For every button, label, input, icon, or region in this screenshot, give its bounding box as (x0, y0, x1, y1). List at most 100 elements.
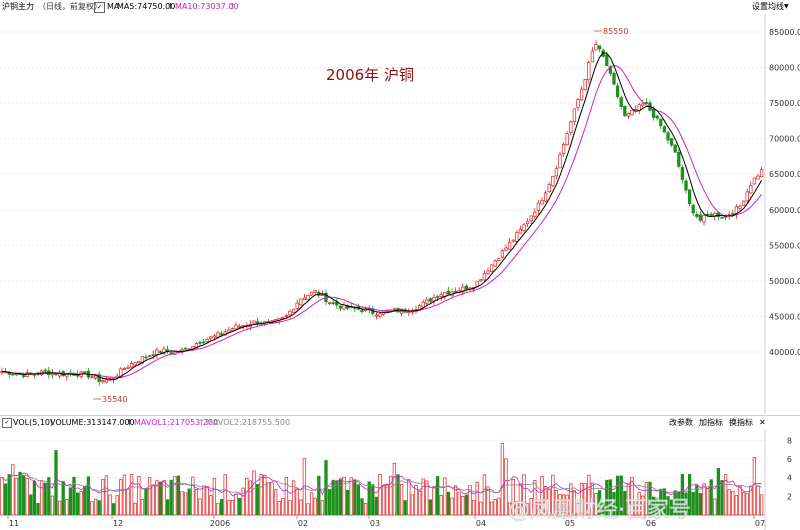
volume-bar-down (368, 482, 371, 515)
ma-settings-button[interactable]: 设置均线 (752, 0, 784, 14)
candle-up (138, 362, 141, 363)
volume-tick-label: 4 (787, 474, 792, 483)
caret-down-icon[interactable]: ▼ (784, 0, 789, 14)
candle-up (206, 339, 209, 341)
candle-down (145, 357, 148, 358)
candle-down (202, 342, 205, 343)
volume-bar-down (188, 489, 191, 515)
volume-bar-up (199, 499, 202, 515)
add-indicator-button[interactable]: 加指标 (699, 416, 723, 430)
candle-up (501, 251, 504, 257)
candle-up (91, 377, 94, 378)
candle-up (379, 314, 382, 317)
volume-chart[interactable]: 8 6 4 2 11 12 2006 02 03 04 05 06 07 @凤凰财经·百家号 (0, 429, 800, 530)
candle-down (361, 310, 364, 312)
volume-bar-down (328, 489, 331, 515)
candle-up (595, 44, 598, 49)
mavol2-value: MAVOL2:218755.500 (206, 416, 290, 430)
candle-up (516, 233, 519, 242)
candle-up (314, 291, 317, 293)
checkbox-icon[interactable]: ✓ (94, 2, 105, 13)
volume-bar-up (472, 500, 475, 515)
volume-bar-down (354, 480, 357, 515)
volume-bar-up (760, 495, 763, 515)
checkbox-icon[interactable]: ✓ (2, 418, 12, 428)
volume-bar-up (282, 498, 285, 515)
candle-up (505, 248, 508, 250)
volume-bar-up (138, 477, 141, 515)
candle-down (674, 145, 677, 152)
ma10-line (2, 66, 762, 378)
candle-down (699, 215, 702, 220)
price-tick-label: 70000.00 (769, 135, 800, 144)
volume-bar-down (84, 486, 87, 515)
volume-bar-up (102, 479, 105, 515)
volume-bar-up (213, 479, 216, 515)
candle-down (184, 348, 187, 349)
volume-bar-up (184, 493, 187, 515)
candle-up (134, 363, 137, 365)
up-arrow-icon: ↑ (167, 0, 174, 14)
candle-down (656, 116, 659, 118)
date-tick-label: 2006 (210, 519, 230, 528)
price-chart[interactable]: 85000.00 80000.00 75000.00 70000.00 65000.00… (0, 14, 800, 414)
candle-down (717, 213, 720, 217)
volume-bar-up (278, 502, 281, 515)
candle-up (559, 155, 562, 168)
change-params-button[interactable]: 改参数 (669, 416, 693, 430)
vol-params: VOL(5,10) (13, 416, 53, 430)
volume-bar-up (706, 488, 709, 515)
volume-bar-up (757, 486, 760, 515)
candle-up (631, 110, 634, 114)
candle-down (678, 152, 681, 166)
candle-up (422, 302, 425, 307)
volume-bar-down (710, 480, 713, 515)
volume-bar-up (483, 475, 486, 515)
candle-down (710, 214, 713, 215)
volume-tick-label: 8 (787, 436, 792, 445)
candle-down (220, 334, 223, 335)
volume-bar-down (692, 492, 695, 515)
volume-bar-down (73, 477, 76, 515)
volume-bar-up (274, 490, 277, 515)
candle-up (570, 122, 573, 133)
candle-up (102, 381, 105, 382)
volume-bar-down (336, 481, 339, 515)
volume-bar-up (94, 499, 97, 515)
volume-bar-down (372, 485, 375, 515)
candle-up (15, 374, 18, 375)
volume-bar-up (494, 499, 497, 515)
volume-bar-up (15, 479, 18, 515)
volume-bar-up (123, 475, 126, 515)
candle-down (616, 86, 619, 97)
price-tick-label: 40000.00 (769, 348, 800, 357)
watermark: @凤凰财经·百家号 (508, 498, 691, 523)
ma5-line (2, 53, 762, 380)
close-icon[interactable]: ✕ (759, 416, 766, 430)
candle-up (703, 216, 706, 222)
volume-bar-down (447, 492, 450, 515)
volume-bar-up (714, 499, 717, 515)
volume-bar-up (202, 486, 205, 515)
candle-up (289, 311, 292, 315)
volume-bar-down (62, 482, 65, 515)
candle-up (537, 203, 540, 210)
date-tick-label: 04 (476, 519, 486, 528)
candle-down (667, 133, 670, 141)
volume-bar-down (87, 477, 90, 515)
volume-bar-up (393, 463, 396, 515)
candle-up (94, 376, 97, 378)
candle-up (228, 330, 231, 332)
candle-up (523, 225, 526, 231)
candle-down (670, 138, 673, 145)
candle-up (580, 89, 583, 100)
candle-down (692, 205, 695, 213)
volume-bar-down (346, 490, 349, 515)
swap-indicator-button[interactable]: 换指标 (729, 416, 753, 430)
candle-down (685, 181, 688, 190)
volume-bar-up (246, 479, 249, 515)
volume-bar-up (174, 477, 177, 515)
candle-up (123, 368, 126, 369)
candle-down (84, 372, 87, 373)
date-tick-label: 11 (9, 519, 19, 528)
